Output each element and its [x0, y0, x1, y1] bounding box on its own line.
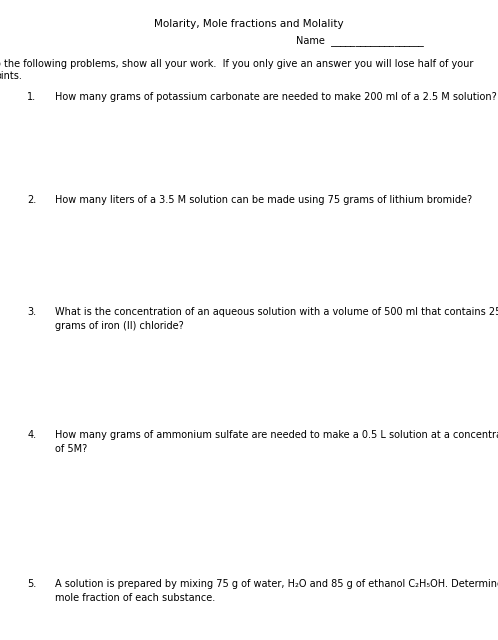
Text: of 5M?: of 5M?	[55, 444, 87, 454]
Text: 1.: 1.	[27, 92, 36, 102]
Text: oints.: oints.	[0, 71, 22, 81]
Text: How many liters of a 3.5 M solution can be made using 75 grams of lithium bromid: How many liters of a 3.5 M solution can …	[55, 195, 472, 205]
Text: Molarity, Mole fractions and Molality: Molarity, Mole fractions and Molality	[154, 19, 344, 29]
Text: How many grams of potassium carbonate are needed to make 200 ml of a 2.5 M solut: How many grams of potassium carbonate ar…	[55, 92, 497, 102]
Text: o the following problems, show all your work.  If you only give an answer you wi: o the following problems, show all your …	[0, 59, 474, 69]
Text: What is the concentration of an aqueous solution with a volume of 500 ml that co: What is the concentration of an aqueous …	[55, 307, 498, 317]
Text: 5.: 5.	[27, 579, 37, 589]
Text: How many grams of ammonium sulfate are needed to make a 0.5 L solution at a conc: How many grams of ammonium sulfate are n…	[55, 430, 498, 440]
Text: 2.: 2.	[27, 195, 37, 205]
Text: mole fraction of each substance.: mole fraction of each substance.	[55, 593, 215, 604]
Text: 4.: 4.	[27, 430, 36, 440]
Text: Name  ___________________: Name ___________________	[296, 35, 424, 46]
Text: 3.: 3.	[27, 307, 36, 317]
Text: grams of iron (II) chloride?: grams of iron (II) chloride?	[55, 321, 184, 332]
Text: A solution is prepared by mixing 75 g of water, H₂O and 85 g of ethanol C₂H₅OH. : A solution is prepared by mixing 75 g of…	[55, 579, 498, 589]
